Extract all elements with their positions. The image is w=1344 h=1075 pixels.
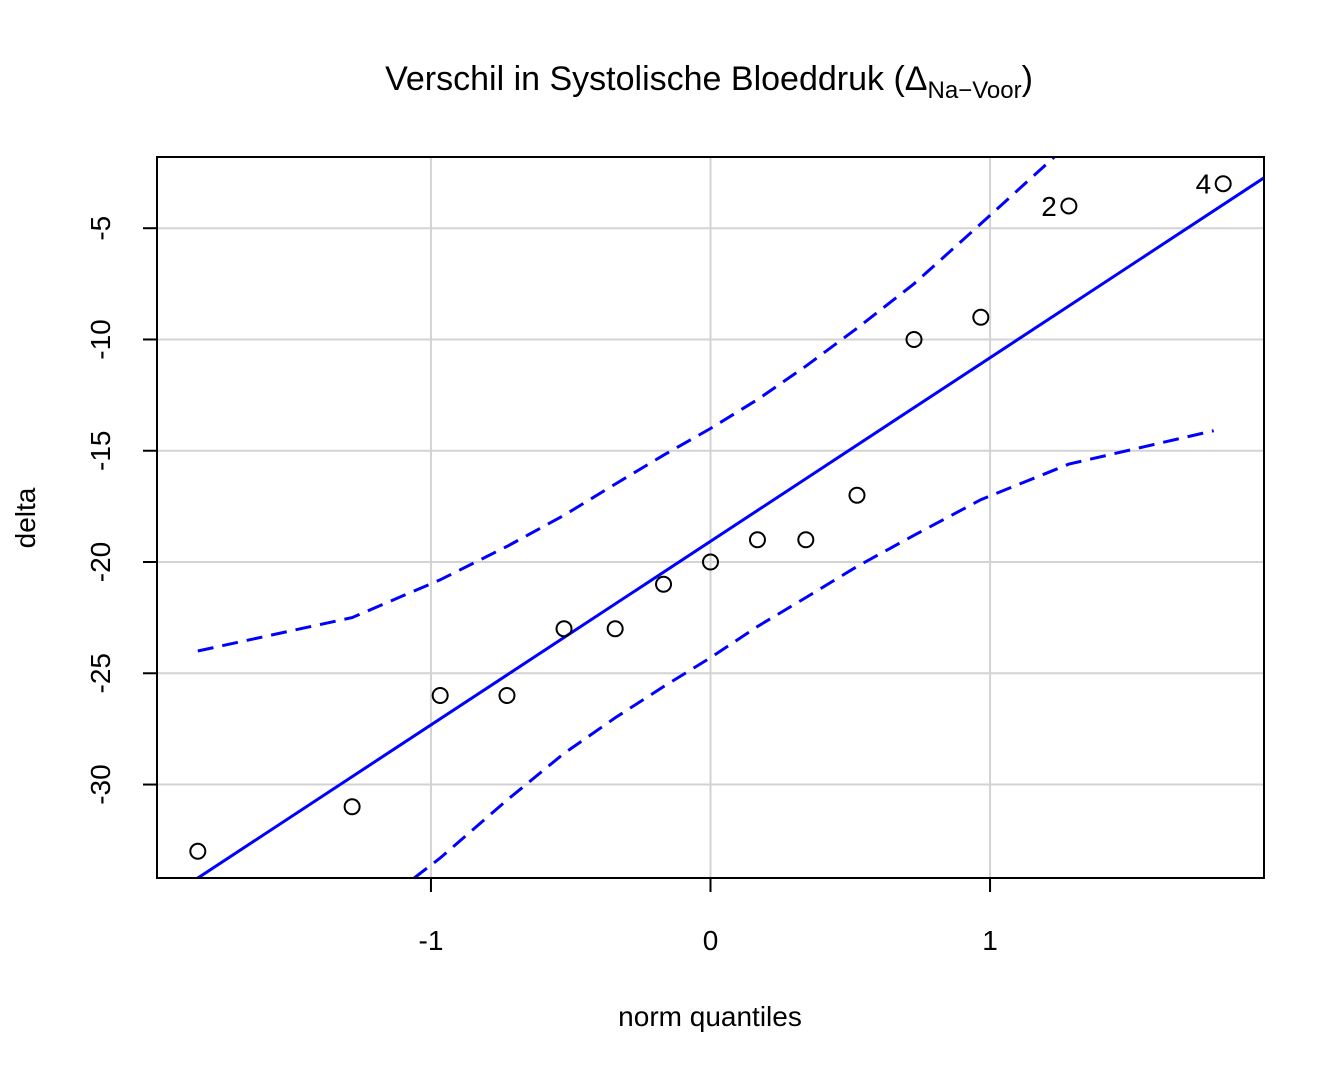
chart-title: Verschil in Systolische Bloeddruk (ΔNa−V…: [385, 60, 1033, 104]
data-point: [905, 330, 923, 348]
data-point: [1060, 197, 1078, 215]
grid-lines: [157, 157, 1264, 878]
y-axis-label: delta: [10, 487, 41, 548]
data-point: [702, 553, 719, 571]
data-point: [431, 687, 449, 705]
reference-line: [195, 176, 1264, 878]
y-tick-label: -10: [85, 319, 116, 359]
data-point: [972, 308, 990, 326]
y-tick-label: -5: [85, 216, 116, 241]
confidence-band-lower: [413, 429, 1215, 880]
point-label: 4: [1196, 169, 1212, 200]
data-point: [343, 798, 361, 816]
data-point: [748, 531, 766, 549]
data-point: [1214, 175, 1232, 193]
x-axis: -1 0 1: [419, 878, 998, 956]
data-point: [848, 486, 866, 504]
data-points: [189, 175, 1232, 860]
y-tick-label: -15: [85, 431, 116, 471]
x-tick-label: -1: [419, 925, 444, 956]
data-point: [555, 620, 573, 638]
data-point: [797, 531, 815, 549]
data-point: [498, 687, 516, 705]
data-point: [189, 842, 207, 860]
point-labels: 24: [1041, 169, 1211, 222]
data-point: [606, 620, 624, 638]
confidence-band-upper: [197, 155, 1056, 653]
confidence-band: [197, 155, 1215, 880]
reference-line-group: [195, 176, 1264, 878]
y-tick-label: -20: [85, 542, 116, 582]
y-tick-label: -30: [85, 764, 116, 804]
data-point: [655, 575, 673, 593]
y-axis: -5 -10 -15 -20 -25 -30: [85, 216, 157, 805]
point-label: 2: [1041, 191, 1057, 222]
x-axis-label: norm quantiles: [618, 1001, 802, 1032]
y-tick-label: -25: [85, 653, 116, 693]
x-tick-label: 0: [703, 925, 719, 956]
x-tick-label: 1: [982, 925, 998, 956]
